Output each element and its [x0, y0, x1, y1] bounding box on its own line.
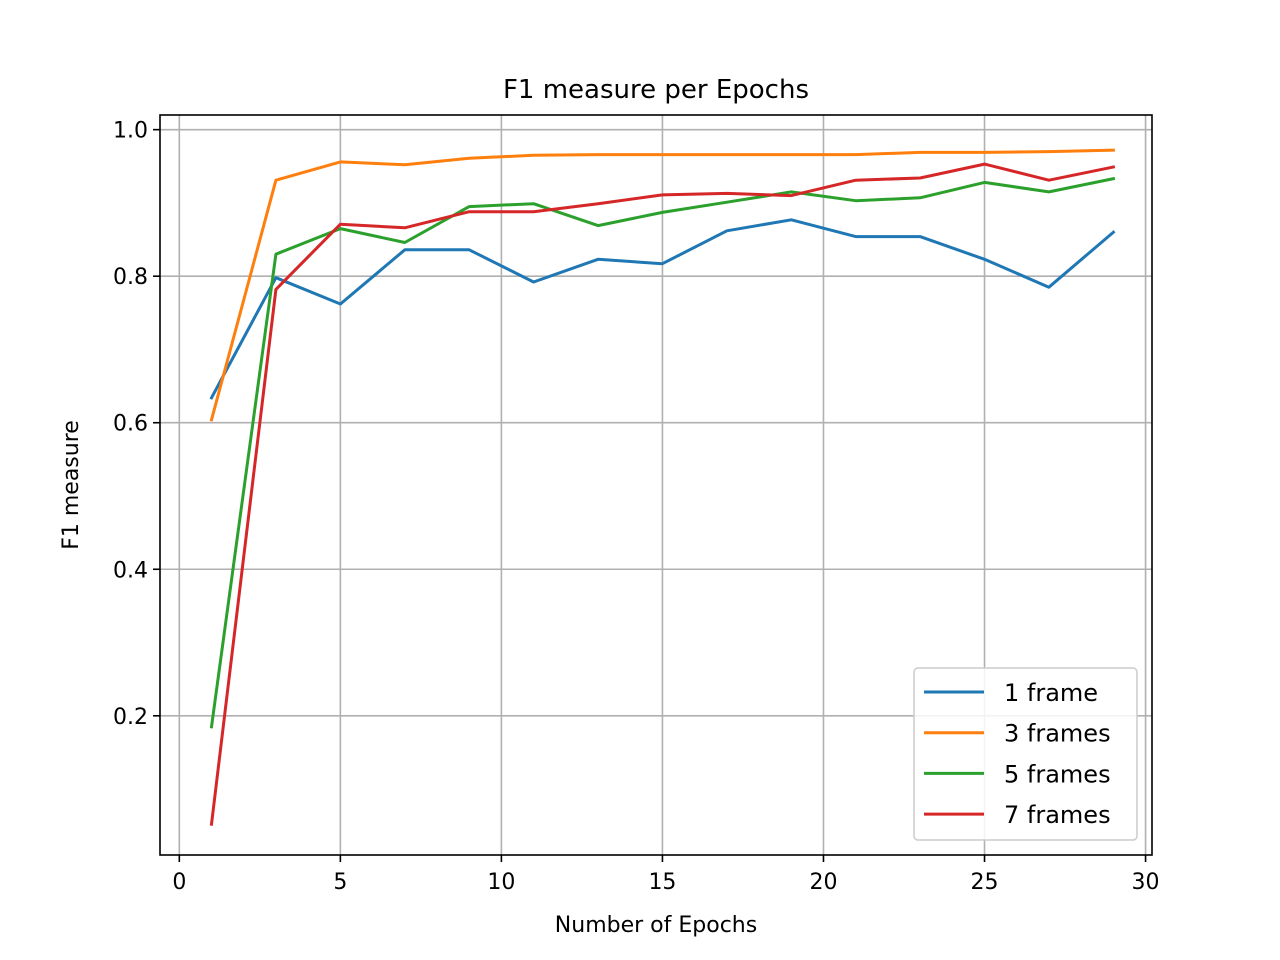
x-tick-label: 5	[333, 870, 347, 895]
chart-title: F1 measure per Epochs	[503, 75, 809, 105]
grid-lines	[160, 115, 1152, 855]
y-axis-title: F1 measure	[59, 420, 84, 550]
x-tick-label: 15	[648, 870, 676, 895]
y-tick-label: 0.2	[113, 705, 148, 730]
legend-box	[913, 667, 1138, 841]
y-tick-label: 0.4	[113, 558, 148, 583]
axis-ticks: 0 5 10 15 20 25 30 0.2 0.4 0.6 0.8 1.0	[113, 119, 1160, 895]
series-lines	[209, 148, 1116, 826]
x-tick-label: 10	[487, 870, 515, 895]
y-tick-label: 0.8	[113, 265, 148, 290]
legend: 1 frame 3 frames 5 frames 7 frames	[913, 667, 1138, 841]
plot-area-frame	[159, 114, 1153, 856]
x-tick-label: 0	[172, 870, 186, 895]
x-tick-label: 30	[1132, 870, 1160, 895]
y-tick-label: 1.0	[113, 119, 148, 144]
x-tick-label: 25	[971, 870, 999, 895]
legend-label: 3 frames	[1004, 720, 1111, 748]
x-axis-title: Number of Epochs	[555, 913, 757, 938]
legend-label: 7 frames	[1004, 801, 1111, 829]
x-tick-label: 20	[809, 870, 837, 895]
legend-label: 1 frame	[1004, 679, 1098, 707]
y-tick-label: 0.6	[113, 412, 148, 437]
legend-label: 5 frames	[1004, 760, 1111, 788]
